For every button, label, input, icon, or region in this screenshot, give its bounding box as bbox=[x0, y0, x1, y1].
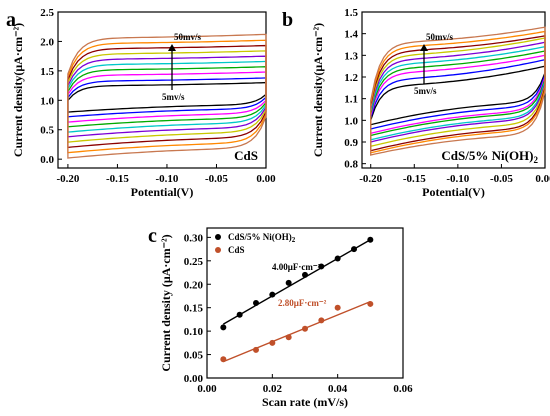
c-data-point bbox=[318, 317, 325, 324]
c-ytick-label: 0.25 bbox=[184, 256, 204, 268]
b-ytick-label: 1.4 bbox=[344, 29, 358, 41]
panel-label-a: a bbox=[6, 9, 16, 31]
a-ytick-label: 1.0 bbox=[40, 95, 54, 107]
b-sample-subscript: 2 bbox=[534, 155, 539, 165]
c-data-point bbox=[351, 246, 357, 253]
b-ytick-label: 1.2 bbox=[344, 72, 358, 84]
a-arrow-bottom-label: 5mv/s bbox=[162, 92, 185, 102]
b-ytick-label: 1.0 bbox=[344, 115, 358, 127]
c-legend-subscript: 2 bbox=[292, 236, 296, 244]
c-ylabel: Current density (μA·cm⁻²) bbox=[159, 234, 173, 371]
c-fit-line bbox=[223, 300, 371, 363]
c-xtick-label: 0.06 bbox=[393, 383, 413, 395]
a-scan-arrowhead bbox=[168, 44, 176, 51]
b-ytick-label: 1.1 bbox=[344, 94, 358, 106]
panel-label-c: c bbox=[148, 225, 157, 247]
c-fit-line bbox=[222, 239, 371, 325]
a-ylabel: Current density(μA·cm⁻²) bbox=[11, 23, 25, 157]
c-data-point bbox=[269, 291, 276, 298]
c-data-point bbox=[285, 334, 292, 341]
a-xtick-label: -0.15 bbox=[106, 173, 129, 185]
a-xtick-label: -0.05 bbox=[205, 173, 228, 185]
c-ytick-label: 0.20 bbox=[184, 279, 204, 291]
c-data-point bbox=[318, 263, 325, 270]
c-xtick-label: 0.00 bbox=[197, 383, 217, 395]
c-slope-label-ni: 4.00μF·cm⁻² bbox=[272, 262, 321, 272]
c-plot-frame bbox=[206, 227, 404, 379]
b-xlabel: Potential(V) bbox=[422, 185, 485, 199]
panel-a: -0.20 -0.15 -0.10 -0.05 0.00 0.0 0.5 1.0 1.5 2.0 2… bbox=[11, 7, 276, 199]
c-data-point bbox=[220, 356, 227, 363]
a-ytick-label: 1.5 bbox=[40, 66, 54, 78]
c-legend-label: CdS bbox=[228, 245, 245, 255]
c-data-point bbox=[367, 236, 374, 243]
c-legend-label: CdS/5% Ni(OH)2 bbox=[228, 232, 296, 244]
c-ytick-label: 0.10 bbox=[184, 326, 204, 338]
panel-c: 0.00 0.02 0.04 0.06 0.00 0.05 0.10 0.15 0.20 0.25… bbox=[159, 227, 413, 409]
c-xtick-label: 0.02 bbox=[263, 383, 283, 395]
c-data-point bbox=[285, 279, 292, 286]
c-data-point bbox=[269, 339, 276, 346]
panel-b: -0.20 -0.15 -0.10 -0.05 0.00 0.8 0.9 1.0 1.1 1.2 1… bbox=[311, 7, 550, 199]
b-ytick-label: 1.5 bbox=[344, 7, 358, 19]
b-ytick-label: 1.3 bbox=[344, 50, 358, 62]
b-arrow-bottom-label: 5mv/s bbox=[414, 86, 437, 96]
c-data-point bbox=[334, 304, 341, 311]
c-ytick-label: 0.15 bbox=[184, 303, 204, 315]
b-xtick-label: -0.20 bbox=[359, 173, 382, 185]
a-xlabel: Potential(V) bbox=[131, 185, 194, 199]
b-cv-loop bbox=[370, 26, 546, 156]
c-data-point bbox=[302, 325, 308, 332]
b-xtick-label: -0.15 bbox=[403, 173, 426, 185]
a-xtick-label: 0.00 bbox=[256, 173, 276, 185]
panel-label-b: b bbox=[282, 9, 293, 31]
b-xtick-label: 0.00 bbox=[535, 173, 550, 185]
b-arrow-top-label: 50mv/s bbox=[426, 32, 453, 42]
c-data-point bbox=[334, 255, 341, 262]
b-ytick-label: 0.8 bbox=[344, 159, 358, 171]
c-data-point bbox=[302, 271, 308, 278]
a-cv-loop bbox=[67, 33, 267, 159]
c-data-point bbox=[236, 311, 243, 318]
b-ytick-label: 0.9 bbox=[344, 137, 358, 149]
b-scan-arrowhead bbox=[420, 44, 428, 51]
c-ytick-label: 0.00 bbox=[184, 373, 204, 385]
c-data-point bbox=[220, 324, 227, 331]
c-data-point bbox=[253, 300, 259, 306]
a-ytick-label: 2.5 bbox=[40, 7, 54, 19]
b-sample-label: CdS/5% Ni(OH)2 bbox=[441, 148, 538, 165]
c-data-point bbox=[367, 300, 374, 307]
b-xtick-label: -0.10 bbox=[446, 173, 469, 185]
a-arrow-top-label: 50mv/s bbox=[174, 32, 201, 42]
a-xtick-label: -0.20 bbox=[56, 173, 79, 185]
c-ytick-label: 0.05 bbox=[184, 350, 204, 362]
b-ylabel: Current density(μA·cm⁻²) bbox=[311, 23, 325, 157]
c-xlabel: Scan rate (mV/s) bbox=[262, 395, 348, 409]
a-xtick-label: -0.10 bbox=[155, 173, 178, 185]
c-legend-marker bbox=[215, 247, 221, 253]
a-ytick-label: 0.0 bbox=[40, 154, 54, 166]
c-ytick-label: 0.30 bbox=[184, 232, 204, 244]
c-legend-marker bbox=[215, 234, 221, 240]
b-xtick-label: -0.05 bbox=[490, 173, 513, 185]
c-xtick-label: 0.04 bbox=[328, 383, 348, 395]
a-sample-label: CdS bbox=[234, 148, 258, 163]
a-ytick-label: 2.0 bbox=[40, 36, 54, 48]
c-data-point bbox=[253, 346, 259, 353]
c-slope-label-cds: 2.80μF·cm⁻² bbox=[278, 298, 327, 308]
a-ytick-label: 0.5 bbox=[40, 125, 54, 137]
